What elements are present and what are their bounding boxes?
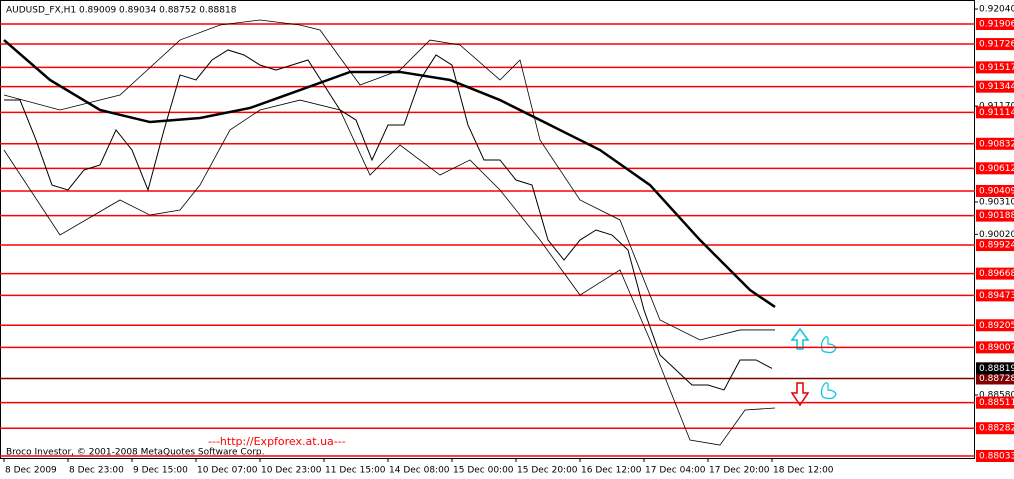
level-label-box: [976, 61, 1014, 74]
level-label: 0.88728: [979, 374, 1014, 384]
level-label-box: [976, 162, 1014, 175]
x-tick-label: 8 Dec 2009: [5, 466, 57, 476]
series-line: [3, 39, 776, 309]
x-tick-label: 16 Dec 12:00: [581, 466, 642, 476]
x-tick-label: 17 Dec 04:00: [645, 466, 706, 476]
current-price-label: 0.88819: [979, 364, 1014, 374]
y-tick-label: 0.92040: [979, 5, 1014, 15]
level-label-box: [976, 106, 1014, 119]
level-label-box: [976, 184, 1014, 197]
series-line: [3, 99, 776, 446]
level-label-box: [976, 38, 1014, 51]
level-label: 0.89668: [979, 269, 1014, 279]
link: ---http://Expforex.at.ua---: [208, 435, 346, 448]
down-arrow: [790, 382, 810, 407]
level-label-box: [976, 319, 1014, 332]
copyright: Broco Investor, © 2001-2008 MetaQuotes S…: [6, 448, 265, 458]
chart-title: AUDUSD_FX,H1 0.89009 0.89034 0.88752 0.8…: [6, 6, 237, 16]
level-label-box: [976, 372, 1014, 385]
x-tick-label: 9 Dec 15:00: [133, 466, 188, 476]
level-label: 0.91344: [979, 82, 1014, 92]
level-label: 0.91906: [979, 19, 1014, 29]
level-label-box: [976, 422, 1014, 435]
x-tick-label: 15 Dec 20:00: [517, 466, 578, 476]
level-label-box: [976, 80, 1014, 93]
level-label: 0.89205: [979, 321, 1014, 331]
y-tick-label: 0.90020: [979, 230, 1014, 240]
level-label: 0.88033: [979, 451, 1014, 461]
level-label-box: [976, 137, 1014, 150]
x-tick-label: 8 Dec 23:00: [69, 466, 124, 476]
level-label: 0.91114: [979, 108, 1014, 118]
x-tick-label: 11 Dec 15:00: [325, 466, 386, 476]
level-label: 0.90409: [979, 186, 1014, 196]
level-label: 0.90612: [979, 164, 1014, 174]
x-tick-label: 15 Dec 00:00: [453, 466, 514, 476]
level-label: 0.91517: [979, 63, 1014, 73]
x-tick-label: 10 Dec 07:00: [197, 466, 258, 476]
series-line: [3, 19, 775, 341]
level-label: 0.90832: [979, 139, 1014, 149]
level-label-box: [976, 396, 1014, 409]
x-tick-label: 17 Dec 20:00: [709, 466, 770, 476]
level-label: 0.89007: [979, 343, 1014, 353]
level-label-box: [976, 341, 1014, 354]
y-tick-label: 0.88580: [979, 390, 1014, 400]
level-label-box: [976, 449, 1014, 462]
level-label-box: [976, 267, 1014, 280]
x-tick-label: 18 Dec 12:00: [773, 466, 834, 476]
x-tick-label: 14 Dec 08:00: [389, 466, 450, 476]
level-label: 0.89924: [979, 241, 1014, 251]
up-arrow: [790, 327, 810, 350]
y-tick-label: 0.90310: [979, 198, 1014, 208]
series-line: [4, 49, 773, 391]
level-label-box: [976, 17, 1014, 30]
level-label-box: [976, 239, 1014, 252]
level-label: 0.90188: [979, 211, 1014, 221]
level-label: 0.88511: [979, 398, 1014, 408]
level-label-box: [976, 209, 1014, 222]
x-tick-label: 10 Dec 23:00: [261, 466, 322, 476]
level-label: 0.88282: [979, 424, 1014, 434]
level-label-box: [976, 289, 1014, 302]
plot-frame: [0, 0, 975, 459]
current-price-box: [976, 362, 1014, 375]
level-label: 0.89473: [979, 291, 1014, 301]
level-label: 0.91726: [979, 40, 1014, 50]
